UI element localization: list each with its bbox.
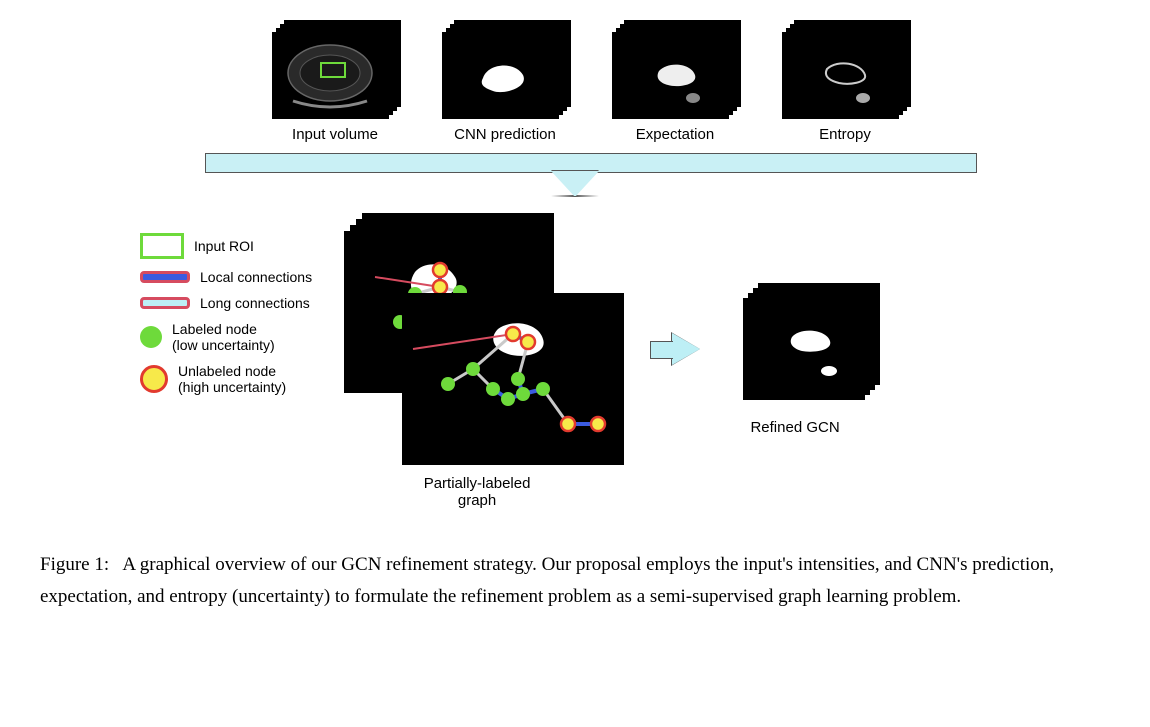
ct-slice-icon [273, 33, 388, 118]
legend-roi: Input ROI [140, 233, 312, 259]
legend-unlabeled: Unlabeled node (high uncertainty) [140, 363, 312, 395]
legend-labeled-label: Labeled node (low uncertainty) [172, 321, 275, 353]
label-expectation: Expectation [636, 126, 714, 143]
expectation-blob-icon [613, 33, 728, 118]
legend-unlabeled-label: Unlabeled node (high uncertainty) [178, 363, 286, 395]
legend-long-label: Long connections [200, 295, 310, 311]
figure-caption: Figure 1: A graphical overview of our GC… [20, 549, 1130, 614]
graph-front-icon [403, 294, 623, 464]
legend-labeled: Labeled node (low uncertainty) [140, 321, 312, 353]
refined-gcn-stack [740, 283, 890, 413]
cnn-blob-icon [443, 33, 558, 118]
entropy-outline-icon [783, 33, 898, 118]
legend-roi-label: Input ROI [194, 238, 254, 254]
legend-local-label: Local connections [200, 269, 312, 285]
label-refined: Refined GCN [750, 419, 839, 436]
label-entropy: Entropy [819, 126, 871, 143]
panel-input-volume: Input volume [270, 20, 400, 143]
caption-prefix: Figure 1: [40, 554, 109, 575]
long-connection-icon [140, 297, 190, 309]
big-arrow [175, 153, 975, 173]
roi-box-icon [140, 233, 184, 259]
legend: Input ROI Local connections Long connect… [140, 223, 312, 406]
legend-long: Long connections [140, 295, 312, 311]
panel-cnn-prediction: CNN prediction [440, 20, 570, 143]
labeled-node-icon [140, 326, 162, 348]
local-connection-icon [140, 271, 190, 283]
unlabeled-node-icon [140, 365, 168, 393]
panel-expectation: Expectation [610, 20, 740, 143]
stack-input-volume [270, 20, 400, 120]
label-input-volume: Input volume [292, 126, 378, 143]
stack-cnn-prediction [440, 20, 570, 120]
label-cnn-prediction: CNN prediction [454, 126, 556, 143]
caption-body: A graphical overview of our GCN refineme… [40, 554, 1054, 607]
panel-entropy: Entropy [780, 20, 910, 143]
refined-blob-icon [744, 299, 864, 399]
figure-container: Input volume CNN prediction [20, 20, 1130, 509]
partially-labeled-graph-stack [342, 213, 642, 463]
stack-expectation [610, 20, 740, 120]
legend-local: Local connections [140, 269, 312, 285]
bottom-row: Input ROI Local connections Long connect… [20, 213, 1130, 509]
top-panels-row: Input volume CNN prediction [20, 20, 1130, 143]
label-partial-graph: Partially-labeled graph [424, 475, 531, 509]
stack-entropy [780, 20, 910, 120]
right-arrow-icon [672, 333, 700, 365]
